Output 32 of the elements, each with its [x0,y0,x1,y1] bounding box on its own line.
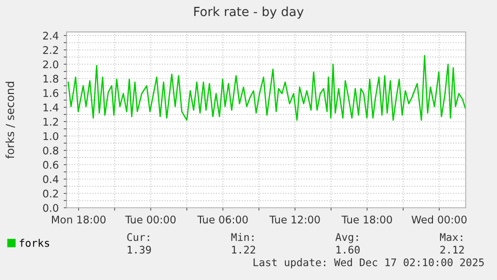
x-tick-label: Mon 18:00 [52,216,106,224]
line-series [68,54,466,121]
y-tick-label: 1.0 [44,132,58,140]
y-tick-label: 0.6 [43,160,58,169]
y-tick-label: 2.2 [43,46,58,54]
x-tick-label: Tue 00:00 [125,216,176,224]
y-tick-label: 0.8 [43,146,58,154]
x-tick-label: Tue 06:00 [197,216,248,224]
y-tick-label: 1.4 [44,104,58,112]
x-tick-label: Tue 12:00 [269,216,320,224]
chart-title: Fork rate - by day [194,6,304,19]
text: Last update: Wed Dec 17 02:10:00 2025 [254,258,484,268]
text: 2.12 [440,246,464,254]
x-tick-label: Tue 18:00 [342,216,392,224]
text: 1.39 [128,246,151,254]
legend-label: forks [20,238,50,247]
text: Avg: [335,233,358,244]
y-tick-label: 2.4 [43,32,58,40]
y-tick-label: 0.2 [43,190,58,198]
y-tick-label: 1.8 [44,74,58,83]
text: Min: [231,232,254,241]
text: 1.22 [232,246,256,254]
y-tick-label: 0.0 [43,204,58,212]
y-tick-label: 0.4 [43,175,58,184]
y-tick-label: 1.2 [44,118,58,126]
y-axis-title: forks / second [6,82,16,159]
text: Max: [440,233,462,242]
text: 1.60 [336,246,360,254]
text: Cur: [127,233,150,242]
y-tick-label: 1.6 [44,89,58,98]
x-tick-label: Wed 00:00 [412,215,467,224]
y-tick-label: 2.0 [43,60,58,68]
